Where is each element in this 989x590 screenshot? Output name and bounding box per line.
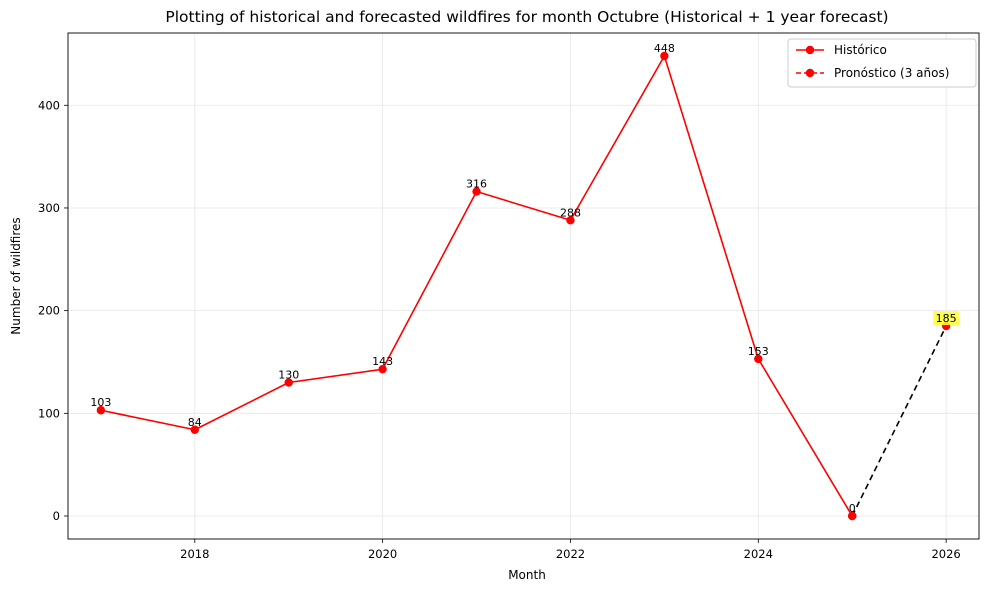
data-labels: 103 84 130 143 316 288 448 153 0 185 (90, 42, 960, 515)
data-label: 130 (278, 369, 299, 382)
series-0-point (96, 406, 106, 415)
x-tick-label: 2022 (556, 547, 585, 561)
y-axis-label: Number of wildfires (9, 217, 23, 334)
data-label: 316 (466, 178, 487, 191)
grid (68, 33, 979, 539)
series-0-point (754, 354, 763, 364)
x-axis-label: Month (508, 568, 546, 582)
x-tick-label: 2024 (744, 547, 773, 561)
chart-title: Plotting of historical and forecasted wi… (165, 8, 888, 26)
plot-frame (67, 32, 980, 540)
legend: Histórico Pronóstico (3 años) (787, 38, 977, 88)
data-label: 153 (748, 345, 769, 358)
legend-historico-label: Histórico (834, 43, 887, 57)
series-0-point (378, 364, 387, 374)
legend-pronostico-marker (805, 68, 815, 78)
data-label: 103 (90, 396, 111, 409)
legend-historico-marker (805, 45, 815, 55)
series (96, 51, 951, 521)
series-1-point (848, 511, 857, 521)
y-tick-label: 0 (53, 509, 60, 523)
series-line-1 (851, 325, 947, 517)
axes: 2018 2020 2022 2024 2026 0 100 200 300 400 (38, 32, 980, 561)
series-0-point (190, 425, 199, 434)
series-0-point (284, 378, 293, 387)
data-label: 0 (849, 502, 856, 515)
y-tick-label: 400 (38, 98, 60, 112)
series-0-point (472, 187, 481, 196)
legend-box (787, 38, 977, 88)
y-tick-label: 100 (38, 406, 60, 420)
series-0-point (566, 216, 575, 225)
series-0-point (660, 51, 669, 61)
data-label-highlight (933, 311, 960, 326)
x-tick-label: 2020 (368, 547, 397, 561)
data-label: 84 (188, 416, 202, 429)
x-tick-label: 2026 (931, 547, 960, 561)
legend-pronostico-label: Pronóstico (3 años) (834, 66, 949, 80)
x-tick-label: 2018 (180, 547, 209, 561)
series-line-0 (100, 55, 853, 517)
y-tick-label: 300 (38, 201, 60, 215)
y-tick-label: 200 (38, 304, 60, 318)
data-label: 288 (560, 206, 581, 219)
data-label: 143 (372, 355, 393, 368)
data-label: 448 (654, 42, 675, 55)
data-label: 185 (936, 312, 957, 325)
